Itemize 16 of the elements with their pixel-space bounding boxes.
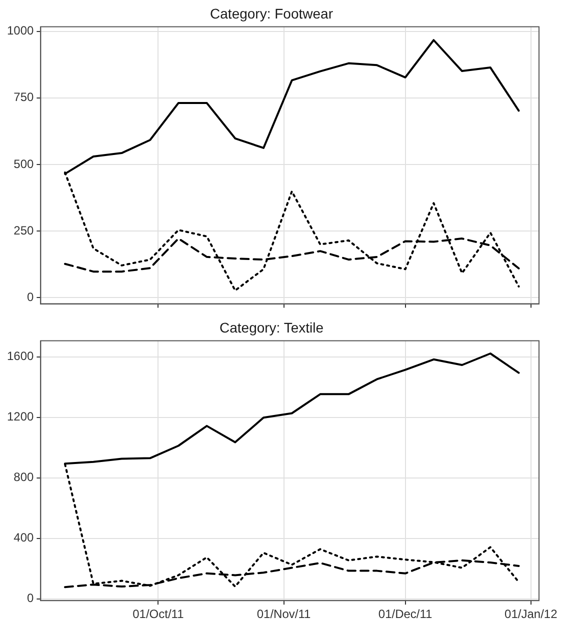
- y-tick-label: 0: [27, 591, 34, 606]
- chart-title: Category: Footwear: [210, 5, 334, 22]
- y-tick-label: 1000: [6, 24, 34, 38]
- y-tick-label: 1600: [6, 349, 34, 364]
- y-tick-label: 1200: [6, 410, 34, 424]
- y-tick-label: 250: [14, 223, 34, 238]
- y-tick-label: 500: [14, 156, 34, 171]
- y-tick-label: 800: [14, 470, 34, 484]
- chart-title: Category: Textile: [219, 319, 324, 336]
- y-tick-label: 0: [27, 290, 34, 304]
- x-tick-label: 01/Dec/11: [378, 607, 433, 622]
- y-tick-label: 750: [14, 90, 34, 104]
- x-tick-label: 01/Jan/12: [504, 607, 558, 622]
- x-tick-label: 01/Oct/11: [132, 607, 184, 622]
- y-tick-label: 400: [14, 530, 34, 545]
- x-tick-label: 01/Nov/11: [256, 607, 312, 622]
